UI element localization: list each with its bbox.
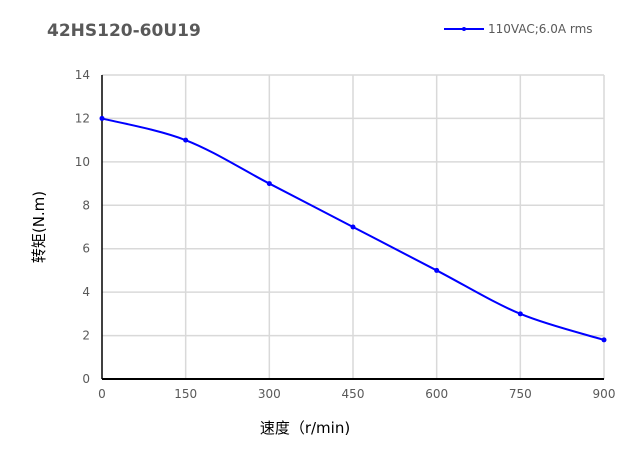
data-point (350, 224, 356, 230)
y-tick-label: 10 (75, 155, 90, 169)
x-tick-label: 600 (425, 387, 448, 401)
data-point (183, 137, 189, 143)
y-tick-label: 2 (82, 329, 90, 343)
data-point (517, 311, 523, 317)
y-tick-label: 14 (75, 68, 90, 82)
x-tick-label: 450 (342, 387, 365, 401)
x-tick-label: 150 (174, 387, 197, 401)
y-tick-label: 4 (82, 285, 90, 299)
y-tick-label: 6 (82, 242, 90, 256)
data-point (266, 181, 272, 187)
x-tick-label: 900 (593, 387, 616, 401)
data-point (601, 337, 607, 343)
data-point (99, 115, 105, 121)
x-tick-label: 750 (509, 387, 532, 401)
chart-title: 42HS120-60U19 (47, 21, 201, 41)
x-axis-label: 速度（r/min) (260, 419, 350, 437)
legend-label: 110VAC;6.0A rms (488, 22, 593, 36)
x-tick-label: 0 (98, 387, 106, 401)
legend-marker (462, 27, 466, 31)
data-point (434, 267, 440, 273)
legend: 110VAC;6.0A rms (444, 22, 593, 36)
x-tick-label: 300 (258, 387, 281, 401)
y-tick-label: 0 (82, 372, 90, 386)
y-axis-label: 转矩(N.m) (30, 191, 48, 263)
y-tick-label: 12 (75, 111, 90, 125)
y-tick-label: 8 (82, 198, 90, 212)
